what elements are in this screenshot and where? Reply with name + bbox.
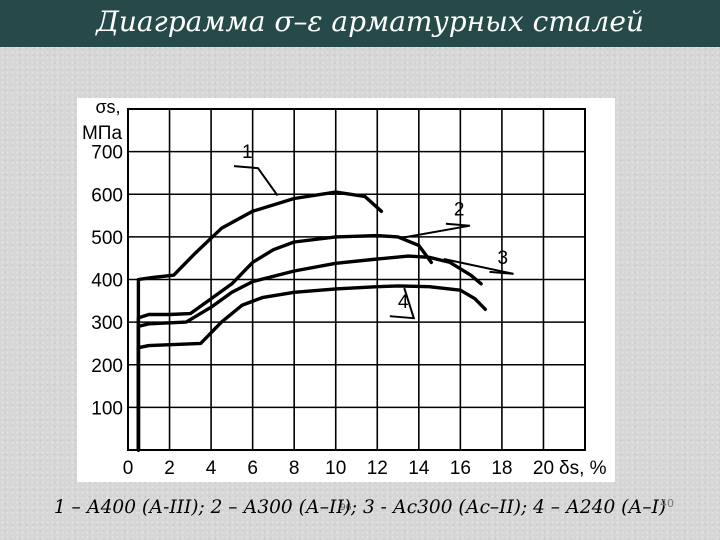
x-tick-label: 0 (123, 458, 134, 479)
slide-title-bar: Диаграмма σ–ε арматурных сталей (0, 0, 720, 47)
small-mark: 96 (340, 503, 352, 513)
series-line-3 (136, 254, 483, 452)
x-axis-label: δs, % (559, 458, 607, 479)
y-tick-label: 100 (91, 398, 123, 419)
x-tick-label: 10 (325, 458, 346, 479)
slide-number: 40 (660, 497, 674, 510)
series-leader-4 (389, 287, 416, 320)
figure-caption: 1 – А400 (А-III); 2 – А300 (А–II); 3 - А… (53, 497, 667, 518)
series-leader-2 (402, 222, 471, 239)
series-leader-1 (233, 165, 279, 197)
series-label-4: 4 (398, 292, 409, 313)
series-line-1 (136, 190, 384, 452)
y-axis-label-line1: σs, (95, 98, 120, 117)
y-tick-label: 500 (91, 228, 123, 249)
y-tick-label: 300 (91, 313, 123, 334)
series-label-1: 1 (242, 142, 253, 163)
x-tick-label: 12 (367, 458, 388, 479)
y-axis-label-line2: МПа (82, 123, 122, 144)
x-tick-label: 8 (289, 458, 300, 479)
x-tick-label: 18 (491, 458, 512, 479)
y-tick-label: 600 (91, 185, 123, 206)
series-label-3: 3 (498, 248, 509, 269)
series-line-4 (136, 284, 487, 452)
x-tick-label: 2 (164, 458, 175, 479)
slide-title: Диаграмма σ–ε арматурных сталей (96, 5, 644, 38)
stress-strain-chart: 100 200 300 400 500 600 700 0 2 4 6 8 10 12 14 16 18 20 σs… (77, 98, 615, 482)
x-tick-label: 16 (450, 458, 471, 479)
series-leader-3 (443, 258, 514, 275)
x-tick-label: 4 (206, 458, 217, 479)
series-line-2 (136, 233, 433, 452)
x-tick-label: 20 (533, 458, 554, 479)
x-tick-label: 6 (247, 458, 258, 479)
y-tick-label: 400 (91, 271, 123, 292)
series-label-2: 2 (454, 200, 465, 221)
plot-frame (127, 108, 586, 451)
x-tick-label: 14 (408, 458, 430, 479)
y-tick-label: 200 (91, 356, 123, 377)
y-tick-label: 700 (91, 143, 123, 164)
